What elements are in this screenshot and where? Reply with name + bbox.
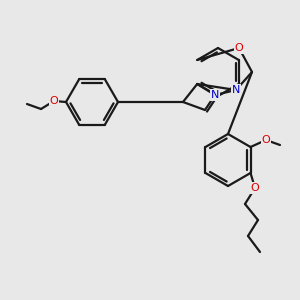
Text: O: O	[235, 43, 243, 53]
Text: N: N	[211, 90, 219, 100]
Text: N: N	[232, 85, 240, 95]
Text: O: O	[262, 135, 270, 145]
Text: O: O	[50, 96, 58, 106]
Text: O: O	[250, 183, 260, 193]
